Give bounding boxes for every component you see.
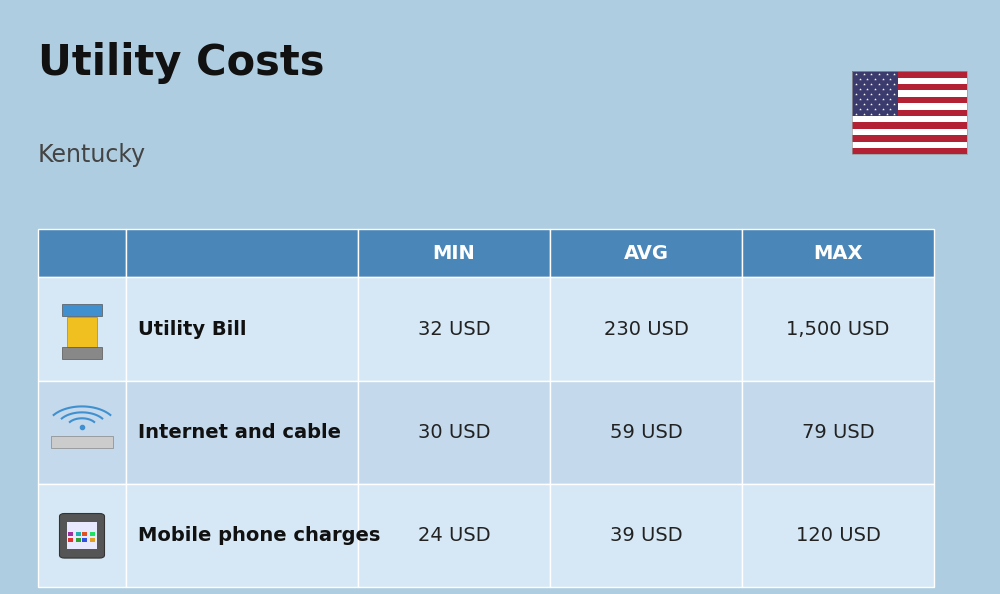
Text: MIN: MIN: [433, 244, 475, 263]
Bar: [852, 110, 967, 116]
Bar: [126, 381, 358, 484]
Bar: [550, 381, 742, 484]
Bar: [852, 103, 967, 110]
Bar: [852, 71, 967, 154]
Bar: [550, 484, 742, 587]
Bar: [358, 229, 550, 277]
Bar: [852, 122, 967, 129]
Bar: [852, 148, 967, 154]
Bar: [126, 277, 358, 381]
Bar: [852, 129, 967, 135]
Bar: [38, 277, 126, 381]
Text: 1,500 USD: 1,500 USD: [786, 320, 890, 339]
Text: AVG: AVG: [624, 244, 668, 263]
Text: 230 USD: 230 USD: [604, 320, 688, 339]
Text: 120 USD: 120 USD: [796, 526, 880, 545]
Text: Utility Bill: Utility Bill: [138, 320, 246, 339]
Bar: [852, 90, 967, 97]
Text: Utility Costs: Utility Costs: [38, 42, 324, 84]
Bar: [90, 532, 94, 536]
Text: Mobile phone charges: Mobile phone charges: [138, 526, 380, 545]
Bar: [51, 437, 113, 448]
Bar: [742, 229, 934, 277]
Bar: [358, 381, 550, 484]
Bar: [852, 97, 967, 103]
Text: 30 USD: 30 USD: [418, 423, 490, 442]
Text: 59 USD: 59 USD: [610, 423, 682, 442]
Text: 24 USD: 24 USD: [418, 526, 490, 545]
Text: MAX: MAX: [813, 244, 863, 263]
Bar: [550, 229, 742, 277]
Bar: [852, 71, 967, 78]
Bar: [126, 484, 358, 587]
Bar: [62, 304, 102, 316]
Bar: [852, 84, 967, 90]
Bar: [67, 523, 96, 549]
Bar: [852, 78, 967, 84]
Text: 32 USD: 32 USD: [418, 320, 490, 339]
Bar: [550, 277, 742, 381]
Bar: [68, 538, 73, 542]
Bar: [67, 317, 97, 347]
Text: 79 USD: 79 USD: [802, 423, 874, 442]
Bar: [38, 229, 126, 277]
Bar: [742, 381, 934, 484]
Bar: [852, 141, 967, 148]
Bar: [852, 71, 898, 116]
Bar: [126, 229, 358, 277]
Bar: [742, 484, 934, 587]
Bar: [82, 532, 88, 536]
Bar: [852, 116, 967, 122]
Bar: [90, 538, 94, 542]
Bar: [82, 538, 88, 542]
Bar: [68, 532, 73, 536]
Text: Kentucky: Kentucky: [38, 143, 146, 166]
Bar: [358, 277, 550, 381]
Text: 39 USD: 39 USD: [610, 526, 682, 545]
Bar: [38, 381, 126, 484]
FancyBboxPatch shape: [60, 513, 104, 558]
Bar: [358, 484, 550, 587]
Bar: [742, 277, 934, 381]
Bar: [62, 347, 102, 359]
Bar: [76, 538, 80, 542]
Text: Internet and cable: Internet and cable: [138, 423, 341, 442]
Bar: [76, 532, 80, 536]
Bar: [852, 135, 967, 141]
Bar: [38, 484, 126, 587]
